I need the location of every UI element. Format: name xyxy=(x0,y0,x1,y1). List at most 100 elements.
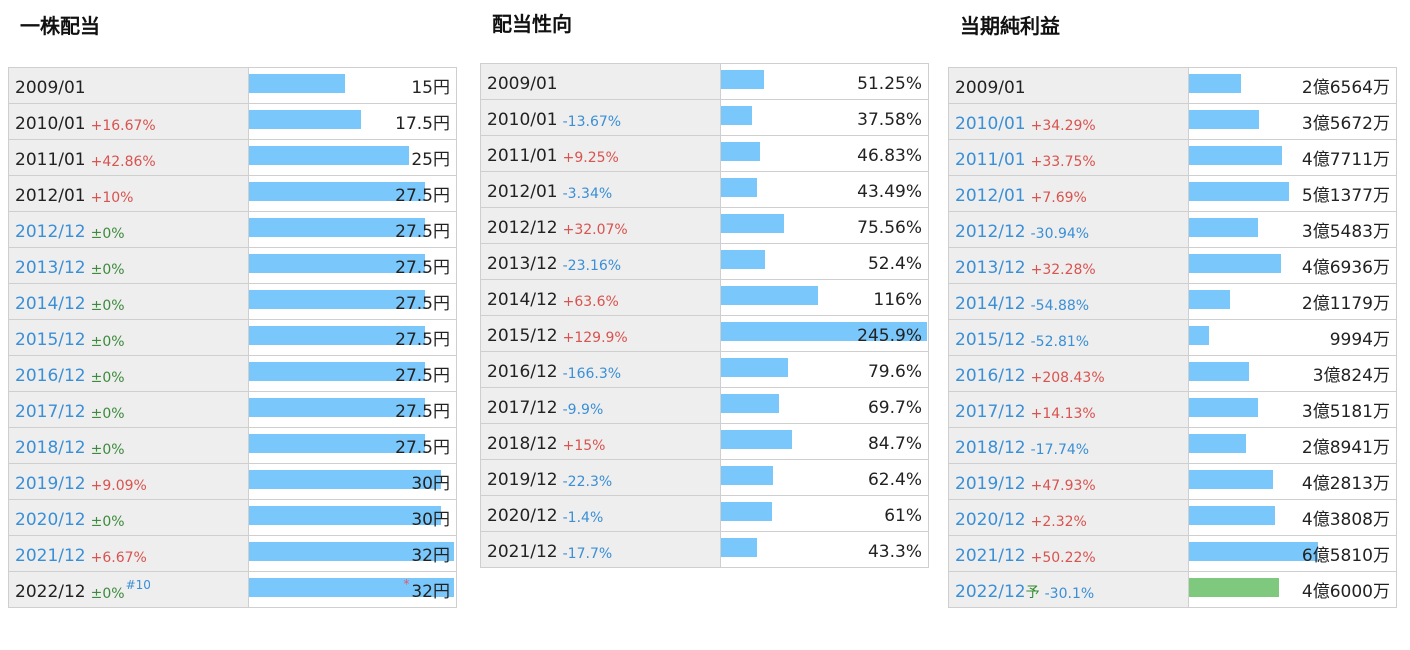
table-row: 2020/12 ±0% 30円 xyxy=(9,500,456,536)
value-label: 4億6000万 xyxy=(1301,582,1390,602)
value-bar xyxy=(249,434,425,453)
table-row: 2018/12 +15% 84.7% xyxy=(481,424,928,460)
table-row: 2016/12 ±0% 27.5円 xyxy=(9,356,456,392)
row-label: 2019/12 +9.09% xyxy=(9,464,249,499)
value-label: 32円 xyxy=(411,546,450,566)
change-percent: +2.32% xyxy=(1030,514,1087,530)
value-label: 62.4% xyxy=(867,470,922,490)
value-cell: 3億824万 xyxy=(1189,356,1396,391)
table-row: 2016/12 +208.43% 3億824万 xyxy=(949,356,1396,392)
value-bar xyxy=(249,74,345,93)
value-text: 5億1377万 xyxy=(1302,181,1390,206)
table-row: 2012/12 +32.07% 75.56% xyxy=(481,208,928,244)
value-cell: 4億6000万 xyxy=(1189,572,1396,607)
value-cell: 15円 xyxy=(249,68,456,103)
change-percent: -23.16% xyxy=(562,258,622,274)
table-row: 2022/12 ±0% #10 * 32円 xyxy=(9,572,456,608)
value-label: 27.5円 xyxy=(395,186,450,206)
period-label: 2018/12 xyxy=(955,438,1026,458)
change-percent: +6.67% xyxy=(90,550,147,566)
value-cell: 17.5円 xyxy=(249,104,456,139)
table-row: 2017/12 -9.9% 69.7% xyxy=(481,388,928,424)
row-label: 2011/01 +9.25% xyxy=(481,136,721,171)
value-bar xyxy=(721,178,757,197)
value-text: 27.5円 xyxy=(395,181,450,206)
value-cell: 3億5483万 xyxy=(1189,212,1396,247)
value-cell: 84.7% xyxy=(721,424,928,459)
value-text: 2億8941万 xyxy=(1302,433,1390,458)
row-label: 2010/01 -13.67% xyxy=(481,100,721,135)
row-label: 2012/01 +10% xyxy=(9,176,249,211)
table-row: 2012/01 +10% 27.5円 xyxy=(9,176,456,212)
value-bar xyxy=(1189,218,1258,237)
period-label: 2012/01 xyxy=(487,182,558,202)
value-text: 3億5483万 xyxy=(1302,217,1390,242)
footnote-ref: #10 xyxy=(125,578,151,592)
period-label: 2020/12 xyxy=(487,506,558,526)
value-bar xyxy=(249,254,425,273)
row-label: 2012/12 ±0% xyxy=(9,212,249,247)
value-text: 6億5810万 xyxy=(1302,541,1390,566)
period-label: 2018/12 xyxy=(15,438,86,458)
value-text: 2億1179万 xyxy=(1302,289,1390,314)
value-label: 75.56% xyxy=(857,218,922,238)
change-percent: -54.88% xyxy=(1030,298,1090,314)
value-label: 84.7% xyxy=(867,434,922,454)
value-label: 27.5円 xyxy=(395,366,450,386)
change-percent: -13.67% xyxy=(562,114,622,130)
value-text: 27.5円 xyxy=(395,397,450,422)
value-label: 69.7% xyxy=(867,398,922,418)
value-label: 25円 xyxy=(411,150,450,170)
value-text: 3億5181万 xyxy=(1302,397,1390,422)
period-label: 2012/12 xyxy=(955,222,1026,242)
value-text: 30円 xyxy=(411,505,450,530)
row-label: 2011/01 +33.75% xyxy=(949,140,1189,175)
period-label: 2017/12 xyxy=(15,402,86,422)
change-percent: ±0% xyxy=(90,262,125,278)
value-cell: 2億1179万 xyxy=(1189,284,1396,319)
table-row: 2010/01 -13.67% 37.58% xyxy=(481,100,928,136)
value-cell: 2億8941万 xyxy=(1189,428,1396,463)
change-percent: -52.81% xyxy=(1030,334,1090,350)
value-cell: 9994万 xyxy=(1189,320,1396,355)
value-bar xyxy=(249,362,425,381)
table-row: 2009/01 2億6564万 xyxy=(949,68,1396,104)
value-label: 5億1377万 xyxy=(1301,186,1390,206)
value-text: 3億5672万 xyxy=(1302,109,1390,134)
change-percent: ±0% xyxy=(90,370,125,386)
row-label: 2010/01 +34.29% xyxy=(949,104,1189,139)
row-label: 2015/12 +129.9% xyxy=(481,316,721,351)
period-label: 2012/01 xyxy=(955,186,1026,206)
value-bar xyxy=(1189,290,1230,309)
period-label: 2014/12 xyxy=(487,290,558,310)
row-label: 2016/12 +208.43% xyxy=(949,356,1189,391)
change-percent: ±0% xyxy=(90,298,125,314)
value-label: 245.9% xyxy=(857,326,922,346)
value-cell: 37.58% xyxy=(721,100,928,135)
period-label: 2016/12 xyxy=(955,366,1026,386)
value-cell: 27.5円 xyxy=(249,356,456,391)
value-cell: 4億6936万 xyxy=(1189,248,1396,283)
value-bar xyxy=(721,430,792,449)
period-label: 2015/12 xyxy=(955,330,1026,350)
value-bar xyxy=(721,358,788,377)
row-label: 2019/12 -22.3% xyxy=(481,460,721,495)
change-percent: -30.1% xyxy=(1044,586,1095,602)
value-label: 27.5円 xyxy=(395,294,450,314)
table-row: 2019/12 +9.09% 30円 xyxy=(9,464,456,500)
value-text: 51.25% xyxy=(857,74,922,94)
change-percent: +47.93% xyxy=(1030,478,1096,494)
value-bar xyxy=(249,398,425,417)
table-row: 2012/12 ±0% 27.5円 xyxy=(9,212,456,248)
value-label: 9994万 xyxy=(1329,330,1390,350)
row-label: 2017/12 +14.13% xyxy=(949,392,1189,427)
value-bar xyxy=(249,326,425,345)
value-text: 30円 xyxy=(411,469,450,494)
value-text: 2億6564万 xyxy=(1302,73,1390,98)
value-text: 4億6000万 xyxy=(1302,577,1390,602)
period-label: 2009/01 xyxy=(487,74,558,94)
value-label: 3億824万 xyxy=(1312,366,1390,386)
value-label: 43.49% xyxy=(857,182,922,202)
table-row: 2016/12 -166.3% 79.6% xyxy=(481,352,928,388)
row-label: 2010/01 +16.67% xyxy=(9,104,249,139)
